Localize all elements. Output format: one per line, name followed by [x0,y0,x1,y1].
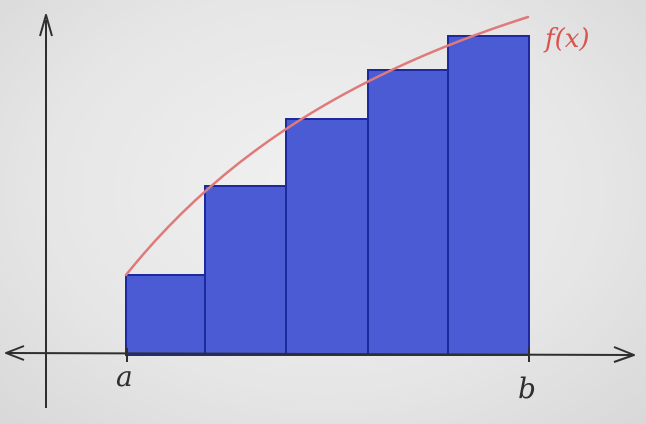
x-axis-arrowhead-right [613,346,635,363]
function-curve [124,15,530,277]
x-axis-arrowhead-left [5,345,25,361]
y-axis-arrowhead [39,14,53,37]
lower-bound-label: a [116,360,133,393]
y-axis [39,14,53,408]
function-label: f(x) [543,24,590,54]
riemann-rectangle-5 [447,35,530,356]
upper-bound-label: b [518,372,536,405]
riemann-rectangle-2 [204,185,287,356]
riemann-rectangles [125,35,530,356]
riemann-rectangle-3 [285,118,369,356]
riemann-rectangle-4 [367,69,449,356]
riemann-rectangle-1 [125,274,206,356]
